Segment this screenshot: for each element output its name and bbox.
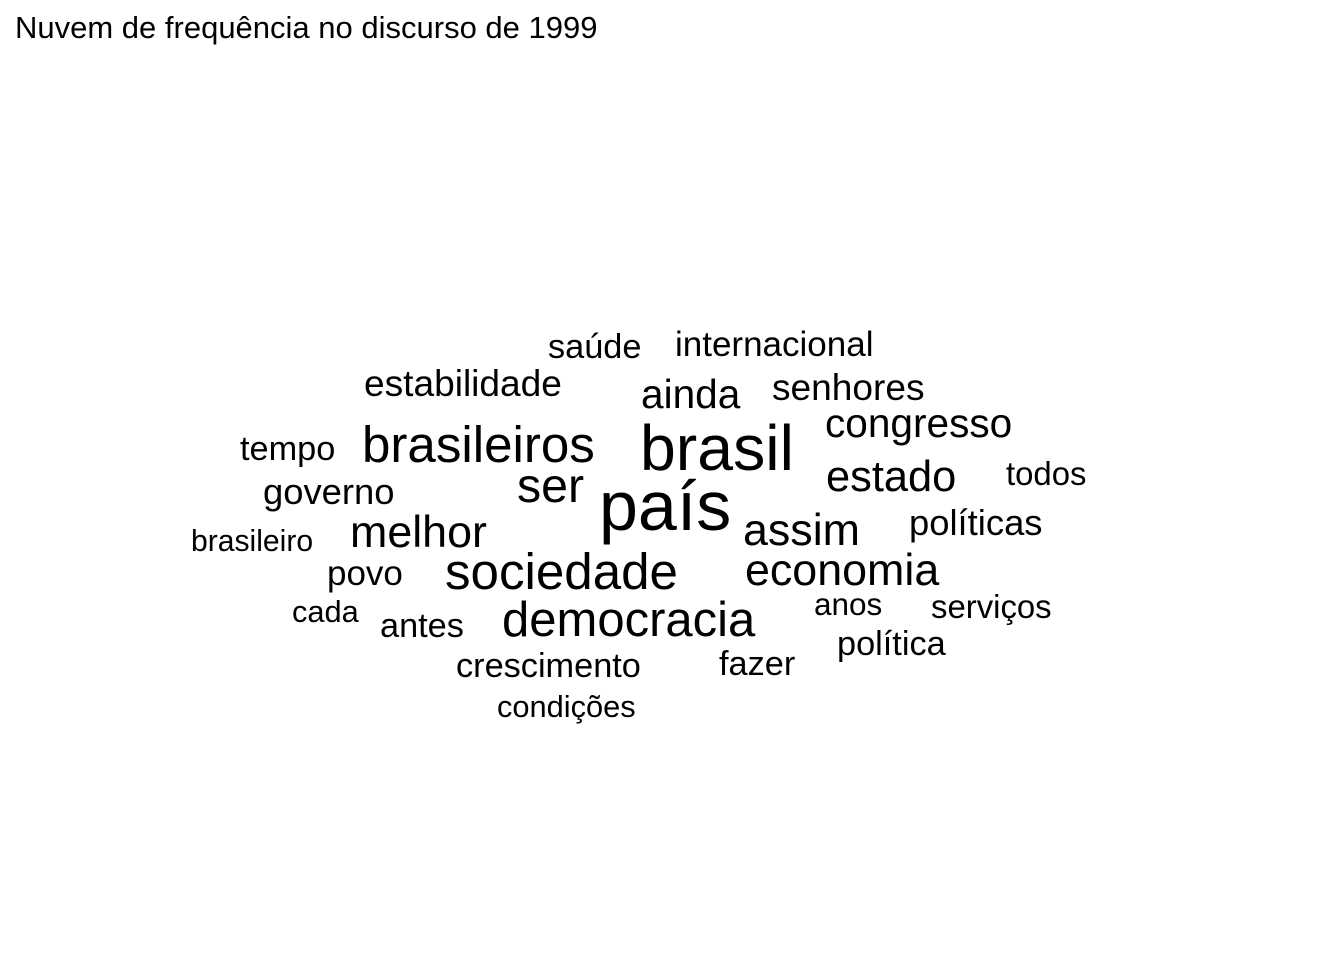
word-19: política [837,625,947,663]
word-13: senhores [772,366,925,408]
word-17: povo [327,554,403,593]
word-7: assim [743,505,860,555]
word-0: país [599,467,731,545]
word-1: brasil [640,412,794,484]
word-26: anos [814,586,882,622]
word-10: congresso [825,400,1012,446]
word-29: brasileiro [191,525,313,558]
word-9: estado [826,453,956,501]
word-4: democracia [502,593,756,647]
word-24: serviços [931,588,1052,625]
word-18: crescimento [456,647,641,685]
word-20: saúde [548,328,641,366]
word-15: políticas [909,502,1043,543]
word-2: brasileiros [362,416,595,473]
word-25: todos [1006,455,1086,492]
word-28: cada [292,594,360,629]
word-8: economia [745,545,939,595]
word-16: internacional [675,325,873,364]
word-23: fazer [719,645,795,683]
chart-title: Nuvem de frequência no discurso de 1999 [15,10,598,45]
word-5: ser [517,459,584,513]
word-3: sociedade [445,543,678,600]
word-12: estabilidade [364,362,562,404]
word-22: antes [380,607,464,645]
word-27: condições [497,689,636,724]
word-21: tempo [240,430,335,468]
word-11: ainda [641,371,741,417]
word-6: melhor [350,507,487,557]
word-14: governo [263,471,395,512]
